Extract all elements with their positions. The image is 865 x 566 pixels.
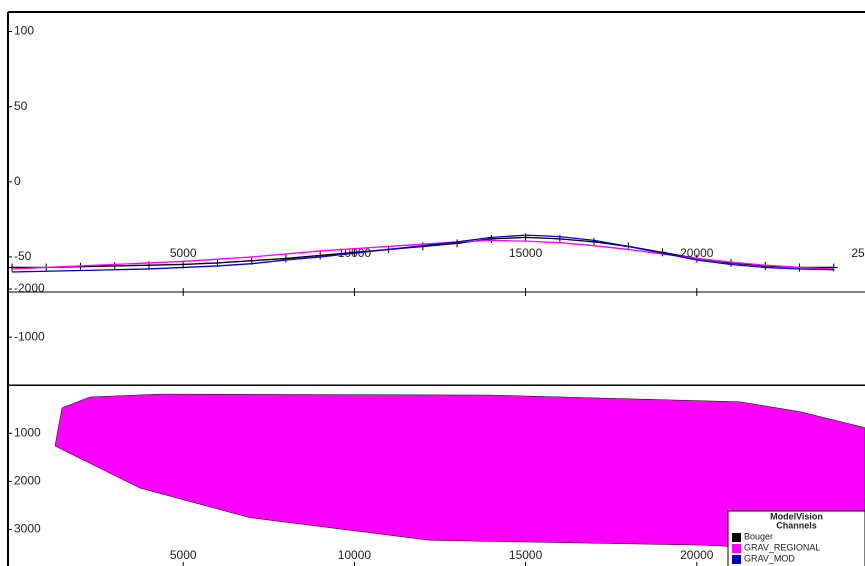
x-tick-label: 20000 <box>680 548 714 562</box>
x-tick-label: 5000 <box>170 548 197 562</box>
data-point <box>316 251 325 260</box>
x-tick-label: 15000 <box>509 246 543 260</box>
legend-label: Bouger <box>744 531 773 541</box>
x-tick-label: 10000 <box>338 548 372 562</box>
series-line <box>11 234 834 273</box>
series-line <box>11 239 834 270</box>
legend: ModelVisionChannelsBougerGRAV_REGIONALGR… <box>727 510 865 566</box>
data-point <box>453 239 462 248</box>
y-tick-label: 50 <box>14 99 28 113</box>
y-tick-label: 3000 <box>14 522 41 536</box>
x-tick-label: 25000 <box>851 246 865 260</box>
data-point <box>281 254 290 263</box>
legend-swatch <box>732 533 741 542</box>
legend-swatch <box>732 555 741 564</box>
x-tick-label: 15000 <box>509 548 543 562</box>
y-tick-label: 1000 <box>14 425 41 439</box>
y-tick-label: -50 <box>14 249 32 263</box>
data-point <box>590 237 599 246</box>
data-point <box>487 234 496 243</box>
legend-subtitle: Channels <box>776 520 817 530</box>
data-point <box>110 261 119 270</box>
y-tick-label: -1000 <box>14 329 45 343</box>
data-point <box>829 263 838 272</box>
x-tick-label: 5000 <box>170 246 197 260</box>
data-point <box>8 263 16 272</box>
legend-swatch <box>732 544 741 553</box>
y-tick-label: 100 <box>14 24 34 38</box>
y-tick-label: -2000 <box>14 281 45 295</box>
y-tick-label: 0 <box>14 174 21 188</box>
legend-title: ModelVision <box>770 511 823 521</box>
legend-label: GRAV_REGIONAL <box>744 542 820 552</box>
legend-label: GRAV_MOD <box>744 553 795 563</box>
y-tick-label: 2000 <box>14 474 41 488</box>
legend-box <box>727 510 865 566</box>
